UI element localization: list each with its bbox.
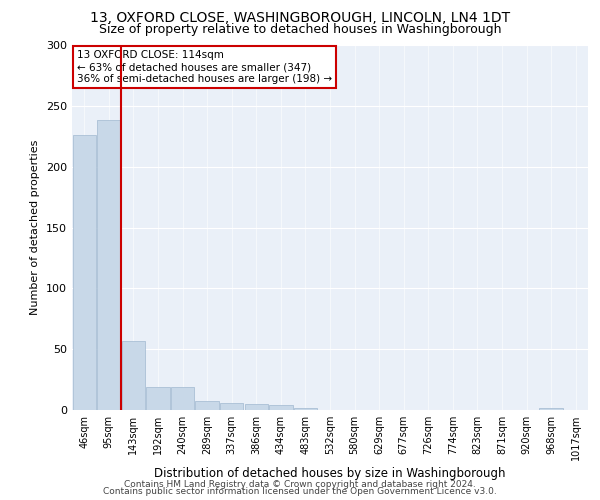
Text: Contains public sector information licensed under the Open Government Licence v3: Contains public sector information licen…: [103, 487, 497, 496]
X-axis label: Distribution of detached houses by size in Washingborough: Distribution of detached houses by size …: [154, 467, 506, 480]
Y-axis label: Number of detached properties: Number of detached properties: [31, 140, 40, 315]
Text: 13, OXFORD CLOSE, WASHINGBOROUGH, LINCOLN, LN4 1DT: 13, OXFORD CLOSE, WASHINGBOROUGH, LINCOL…: [90, 11, 510, 25]
Bar: [269, 405, 293, 410]
Bar: [122, 340, 145, 410]
Bar: [294, 408, 317, 410]
Bar: [245, 404, 268, 410]
Text: Size of property relative to detached houses in Washingborough: Size of property relative to detached ho…: [99, 22, 501, 36]
Text: Contains HM Land Registry data © Crown copyright and database right 2024.: Contains HM Land Registry data © Crown c…: [124, 480, 476, 489]
Bar: [171, 387, 194, 410]
Text: 13 OXFORD CLOSE: 114sqm
← 63% of detached houses are smaller (347)
36% of semi-d: 13 OXFORD CLOSE: 114sqm ← 63% of detache…: [77, 50, 332, 84]
Bar: [220, 402, 244, 410]
Bar: [196, 402, 219, 410]
Bar: [97, 120, 121, 410]
Bar: [146, 387, 170, 410]
Bar: [539, 408, 563, 410]
Bar: [73, 135, 96, 410]
